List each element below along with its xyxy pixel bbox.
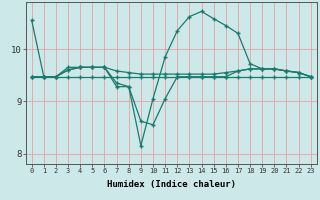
X-axis label: Humidex (Indice chaleur): Humidex (Indice chaleur) <box>107 180 236 189</box>
